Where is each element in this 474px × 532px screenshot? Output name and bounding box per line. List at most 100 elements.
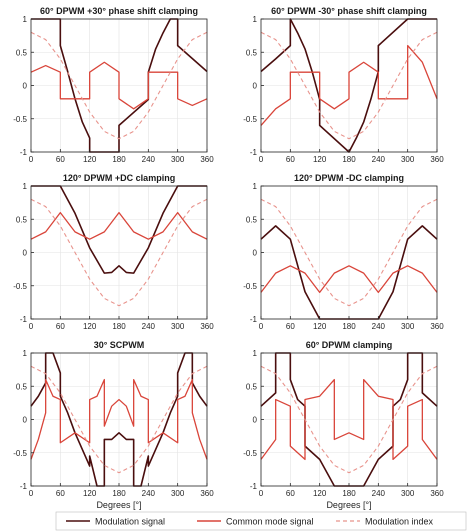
- x-tick-label: 360: [200, 489, 214, 498]
- y-tick-label: -1: [250, 482, 258, 491]
- y-tick-label: 0.5: [16, 48, 28, 57]
- series-modulation-index: [260, 198, 438, 307]
- x-tick-label: 120: [83, 322, 97, 331]
- x-tick-label: 360: [430, 155, 444, 164]
- y-tick-label: 0.5: [246, 382, 258, 391]
- y-tick-label: -1: [20, 482, 28, 491]
- x-tick-label: 240: [142, 489, 156, 498]
- x-tick-label: 300: [171, 322, 185, 331]
- x-tick-label: 360: [200, 322, 214, 331]
- subplot-4: 0 60 120 180 240 300 360 -1 -0.5 0 0.5 1 120° DPWM -…: [243, 173, 444, 331]
- legend-label-modulation-index: Modulation index: [365, 517, 434, 527]
- y-tick-label: -0.5: [13, 449, 27, 458]
- subplot-title: 60° DPWM -30° phase shift clamping: [271, 6, 427, 16]
- x-tick-label: 0: [259, 489, 264, 498]
- legend-label-modulation-signal: Modulation signal: [95, 517, 165, 527]
- y-tick-label: 0.5: [246, 215, 258, 224]
- x-axis-label: Degrees [°]: [96, 500, 141, 510]
- subplot-2: 0 60 120 180 240 300 360 -1 -0.5 0 0.5 1 60° DPWM -3…: [243, 6, 444, 164]
- subplot-1: 0 60 120 180 240 300 360 -1 -0.5 0 0.5 1 60° DPWM +3…: [13, 6, 214, 164]
- x-tick-label: 240: [372, 155, 386, 164]
- series-common-mode-signal: [260, 378, 438, 461]
- subplot-title: 60° DPWM clamping: [306, 340, 393, 350]
- x-tick-label: 300: [401, 489, 415, 498]
- x-tick-label: 0: [259, 322, 264, 331]
- x-tick-label: 120: [83, 489, 97, 498]
- y-tick-label: -0.5: [243, 449, 257, 458]
- x-tick-label: 0: [29, 155, 34, 164]
- x-tick-label: 300: [171, 489, 185, 498]
- series-modulation-index: [30, 198, 208, 307]
- y-tick-label: 1: [23, 15, 28, 24]
- x-tick-label: 180: [112, 155, 126, 164]
- y-tick-label: 1: [253, 182, 258, 191]
- subplot-5: 0 60 120 180 240 300 360 -1 -0.5 0 0.5 1 30° SCPWM De…: [13, 340, 214, 510]
- series-common-mode-signal: [260, 265, 438, 294]
- series-modulation-signal: [31, 185, 207, 274]
- legend: Modulation signal Common mode signal Mod…: [55, 511, 467, 531]
- y-tick-label: 0: [23, 416, 28, 425]
- y-tick-label: 1: [23, 349, 28, 358]
- x-tick-label: 360: [430, 489, 444, 498]
- y-tick-label: -0.5: [243, 282, 257, 291]
- x-tick-label: 0: [259, 155, 264, 164]
- legend-label-common-mode-signal: Common mode signal: [226, 517, 314, 527]
- x-tick-label: 180: [112, 489, 126, 498]
- x-tick-label: 120: [313, 155, 327, 164]
- y-tick-label: 0.5: [16, 215, 28, 224]
- x-tick-label: 180: [342, 155, 356, 164]
- subplot-title: 120° DPWM -DC clamping: [294, 173, 404, 183]
- subplot-3: 0 60 120 180 240 300 360 -1 -0.5 0 0.5 1 120° DPWM +…: [13, 173, 214, 331]
- x-tick-label: 0: [29, 322, 34, 331]
- y-tick-label: -0.5: [243, 115, 257, 124]
- x-tick-label: 240: [372, 489, 386, 498]
- y-tick-label: 0: [253, 416, 258, 425]
- y-tick-label: -1: [250, 315, 258, 324]
- series-modulation-index: [30, 365, 208, 474]
- y-tick-label: 0.5: [246, 48, 258, 57]
- x-tick-label: 120: [313, 489, 327, 498]
- y-tick-label: 1: [23, 182, 28, 191]
- x-tick-label: 360: [200, 155, 214, 164]
- series-modulation-signal: [30, 352, 208, 487]
- series-modulation-signal: [260, 18, 437, 153]
- x-tick-label: 240: [142, 322, 156, 331]
- x-tick-label: 240: [372, 322, 386, 331]
- series-common-mode-signal: [30, 211, 208, 240]
- subplot-title: 30° SCPWM: [94, 340, 145, 350]
- series-common-mode-signal: [260, 44, 438, 126]
- y-tick-label: 0: [253, 82, 258, 91]
- x-tick-label: 120: [313, 322, 327, 331]
- x-tick-label: 300: [401, 155, 415, 164]
- x-tick-label: 180: [342, 322, 356, 331]
- x-tick-label: 60: [286, 489, 295, 498]
- series-modulation-index: [30, 31, 208, 140]
- y-tick-label: 0: [253, 249, 258, 258]
- y-tick-label: 0.5: [16, 382, 28, 391]
- x-tick-label: 180: [342, 489, 356, 498]
- x-tick-label: 60: [286, 322, 295, 331]
- x-tick-label: 300: [171, 155, 185, 164]
- y-tick-label: -0.5: [13, 115, 27, 124]
- x-axis-label: Degrees [°]: [326, 500, 371, 510]
- x-tick-label: 180: [112, 322, 126, 331]
- series-modulation-index: [260, 31, 438, 140]
- subplot-grid: 0 60 120 180 240 300 360 -1 -0.5 0 0.5 1 60° DPWM +3…: [13, 6, 444, 510]
- subplot-6: 0 60 120 180 240 300 360 -1 -0.5 0 0.5 1 60° DPWM cl…: [243, 340, 444, 510]
- y-tick-label: -1: [20, 148, 28, 157]
- x-tick-label: 120: [83, 155, 97, 164]
- y-tick-label: 1: [253, 15, 258, 24]
- x-tick-label: 60: [56, 155, 65, 164]
- x-tick-label: 60: [56, 322, 65, 331]
- x-tick-label: 360: [430, 322, 444, 331]
- y-tick-label: -1: [20, 315, 28, 324]
- x-tick-label: 60: [286, 155, 295, 164]
- y-tick-label: -1: [250, 148, 258, 157]
- series-modulation-index: [260, 365, 438, 474]
- x-tick-label: 300: [401, 322, 415, 331]
- x-tick-label: 60: [56, 489, 65, 498]
- subplot-title: 60° DPWM +30° phase shift clamping: [40, 6, 198, 16]
- subplot-title: 120° DPWM +DC clamping: [63, 173, 175, 183]
- series-common-mode-signal: [30, 61, 208, 110]
